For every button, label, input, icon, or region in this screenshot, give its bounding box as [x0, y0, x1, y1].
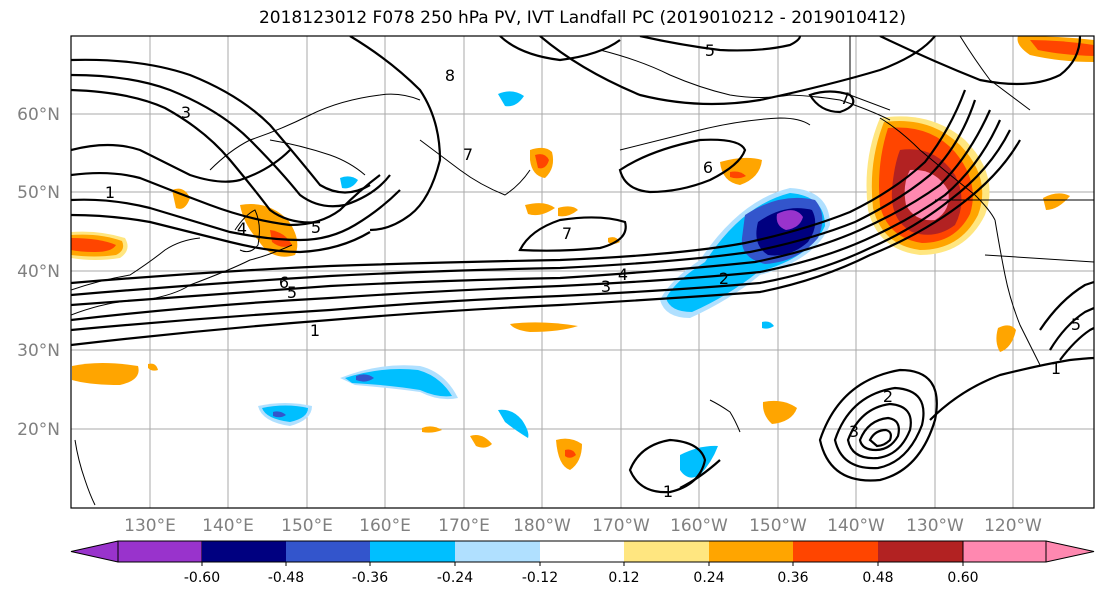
lon-label: 120°W: [984, 516, 1042, 536]
contour-label: 1: [663, 482, 673, 501]
colorbar-tick-label: 0.36: [777, 570, 808, 586]
lat-label-20n: 20°N: [17, 420, 60, 440]
colorbar-tick-label: -0.24: [437, 570, 473, 586]
colorbar-segment: [202, 541, 286, 562]
contour-label: 3: [601, 277, 611, 296]
colorbar-tick-label: 0.60: [947, 570, 978, 586]
colorbar-segment: [455, 541, 540, 562]
colorbar-segment: [709, 541, 793, 562]
map-title: 2018123012 F078 250 hPa PV, IVT Landfall…: [258, 8, 906, 28]
contour-label: 7: [562, 224, 572, 243]
pv-contours: [71, 36, 1094, 494]
colorbar-segment: [624, 541, 709, 562]
colorbar-segment: [793, 541, 878, 562]
latitude-labels: 60°N 50°N 40°N 30°N 20°N: [17, 105, 60, 440]
colorbar-frame: [117, 540, 1047, 563]
colorbar-tick-label: -0.12: [522, 570, 558, 586]
lon-label: 140°W: [827, 516, 885, 536]
colorbar-segment: [70, 540, 203, 563]
contour-label: 1: [1051, 359, 1061, 378]
contour-labels: 1 1 1 1 2 2 3 3 3 4 4 5 5 5 5 6 6 7 7 7 …: [105, 41, 1081, 501]
lon-label: 150°E: [281, 516, 333, 536]
lon-label: 130°E: [124, 516, 176, 536]
lat-label-30n: 30°N: [17, 341, 60, 361]
contour-label: 3: [849, 422, 859, 441]
lat-label-60n: 60°N: [17, 105, 60, 125]
lon-label: 160°W: [670, 516, 728, 536]
contour-label: 5: [287, 283, 297, 302]
contour-label: 1: [105, 183, 115, 202]
colorbar-segment: [962, 540, 1095, 563]
colorbar-tick-label: -0.60: [184, 570, 220, 586]
contour-label: 8: [445, 66, 455, 85]
colorbar-tick-label: 0.48: [862, 570, 893, 586]
colorbar-segment: [878, 541, 963, 562]
contour-label: 2: [719, 269, 729, 288]
colorbar-segment: [540, 541, 624, 562]
lon-label: 150°W: [749, 516, 807, 536]
contour-label: 5: [311, 218, 321, 237]
lon-label: 170°W: [592, 516, 650, 536]
longitude-labels: 130°E 140°E 150°E 160°E 170°E 180°W 170°…: [124, 516, 1042, 536]
lon-label: 130°W: [906, 516, 964, 536]
colorbar-tick-label: 0.24: [693, 570, 724, 586]
contour-label: 5: [705, 41, 715, 60]
colorbar: -0.60 -0.48 -0.36 -0.24 -0.12 0.12 0.24 0.36 0.4…: [70, 540, 1095, 586]
contour-label: 6: [703, 158, 713, 177]
lon-label: 170°E: [438, 516, 490, 536]
contour-label: 1: [310, 321, 320, 340]
contour-label: 3: [181, 103, 191, 122]
contour-label: 4: [618, 265, 628, 284]
lon-label: 160°E: [359, 516, 411, 536]
colorbar-tick-label: -0.36: [352, 570, 388, 586]
colorbar-tick-label: 0.12: [608, 570, 639, 586]
contour-label: 6: [279, 273, 289, 292]
contour-label: 7: [463, 145, 473, 164]
lat-label-40n: 40°N: [17, 262, 60, 282]
colorbar-segment: [370, 541, 455, 562]
map-frame: [70, 35, 1095, 509]
contour-label: 5: [1071, 315, 1081, 334]
lon-label: 180°W: [513, 516, 571, 536]
contour-label: 7: [840, 89, 850, 108]
colorbar-tick-label: -0.48: [268, 570, 304, 586]
contour-label: 4: [237, 219, 247, 238]
contour-label: 2: [883, 387, 893, 406]
lat-label-50n: 50°N: [17, 183, 60, 203]
lon-label: 140°E: [202, 516, 254, 536]
colorbar-segment: [286, 541, 370, 562]
